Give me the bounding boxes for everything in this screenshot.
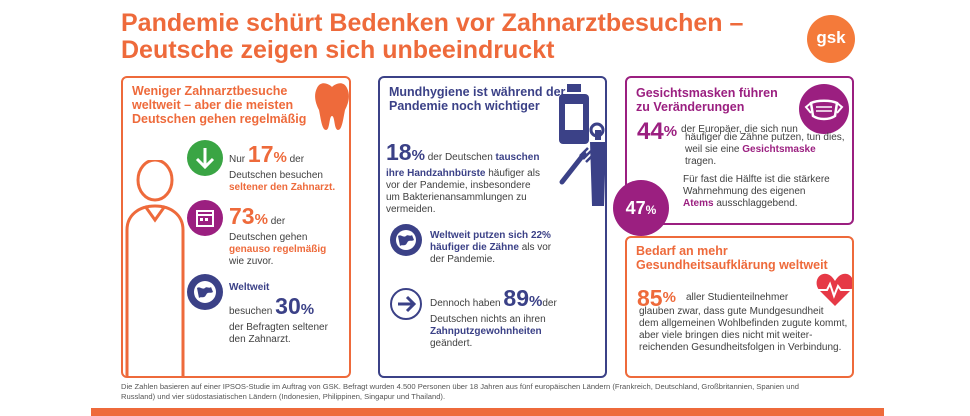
panel3-stat2: Für fast die Hälfte ist die stärkere Wah…	[683, 174, 830, 209]
title-line-1: Pandemie schürt Bedenken vor Zahnarztbes…	[121, 9, 744, 37]
calendar-icon	[187, 200, 223, 236]
arrow-right-icon	[390, 288, 422, 320]
panel2-stat2: Weltweit putzen sich 22% häufiger die Zä…	[430, 230, 552, 265]
gsk-logo: gsk	[807, 15, 855, 63]
mouthwash-icon	[559, 84, 605, 144]
panel2-heading: Mundhygiene ist während der Pandemie noc…	[389, 85, 566, 113]
tooth-icon	[315, 83, 349, 130]
title-line-2: Deutsche zeigen sich unbeeindruckt	[121, 36, 555, 64]
footnote: Die Zahlen basieren auf einer IPSOS-Stud…	[121, 382, 799, 401]
bottom-accent-bar	[91, 408, 884, 416]
arrow-down-icon	[187, 140, 223, 176]
panel1-heading: Weniger Zahnarztbesuche weltweit – aber …	[132, 84, 307, 126]
person-icon	[125, 160, 185, 376]
panel-dentist-visits: Weniger Zahnarztbesuche weltweit – aber …	[121, 76, 351, 378]
panel1-stat2: 73% der Deutschen gehen genauso regelmäß…	[229, 203, 327, 267]
page-title: Pandemie schürt Bedenken vor Zahnarztbes…	[121, 10, 761, 64]
panel2-stat3: Dennoch haben 89%der Deutschen nichts an…	[430, 285, 557, 349]
panel1-stat3: Weltweit besuchen 30% der Befragten selt…	[229, 282, 328, 345]
panel-oral-hygiene: Mundhygiene ist während der Pandemie noc…	[378, 76, 607, 378]
panel4-stat1: 85% aller Studienteilnehmer glauben zwar…	[637, 285, 848, 353]
panel4-heading: Bedarf an mehr Gesundheitsaufklärung wel…	[636, 244, 828, 272]
panel3-stat1: 44% der Europäer, die sich nun häufiger …	[637, 118, 845, 168]
globe-icon	[390, 224, 422, 256]
panel1-stat1: Nur 17% der Deutschen besuchen seltener …	[229, 141, 336, 193]
panel2-stat1: 18% der Deutschen tauschen ihre Handzahn…	[386, 139, 540, 215]
face-mask-icon	[799, 84, 849, 134]
heart-pulse-icon	[816, 273, 852, 306]
globe-icon	[187, 274, 223, 310]
panel3-heading: Gesichtsmasken führen zu Veränderungen	[636, 86, 778, 114]
toothpaste-icon	[590, 130, 605, 206]
stat-47-badge: 47%	[613, 180, 669, 236]
panel-health-education: Bedarf an mehr Gesundheitsaufklärung wel…	[625, 236, 854, 378]
